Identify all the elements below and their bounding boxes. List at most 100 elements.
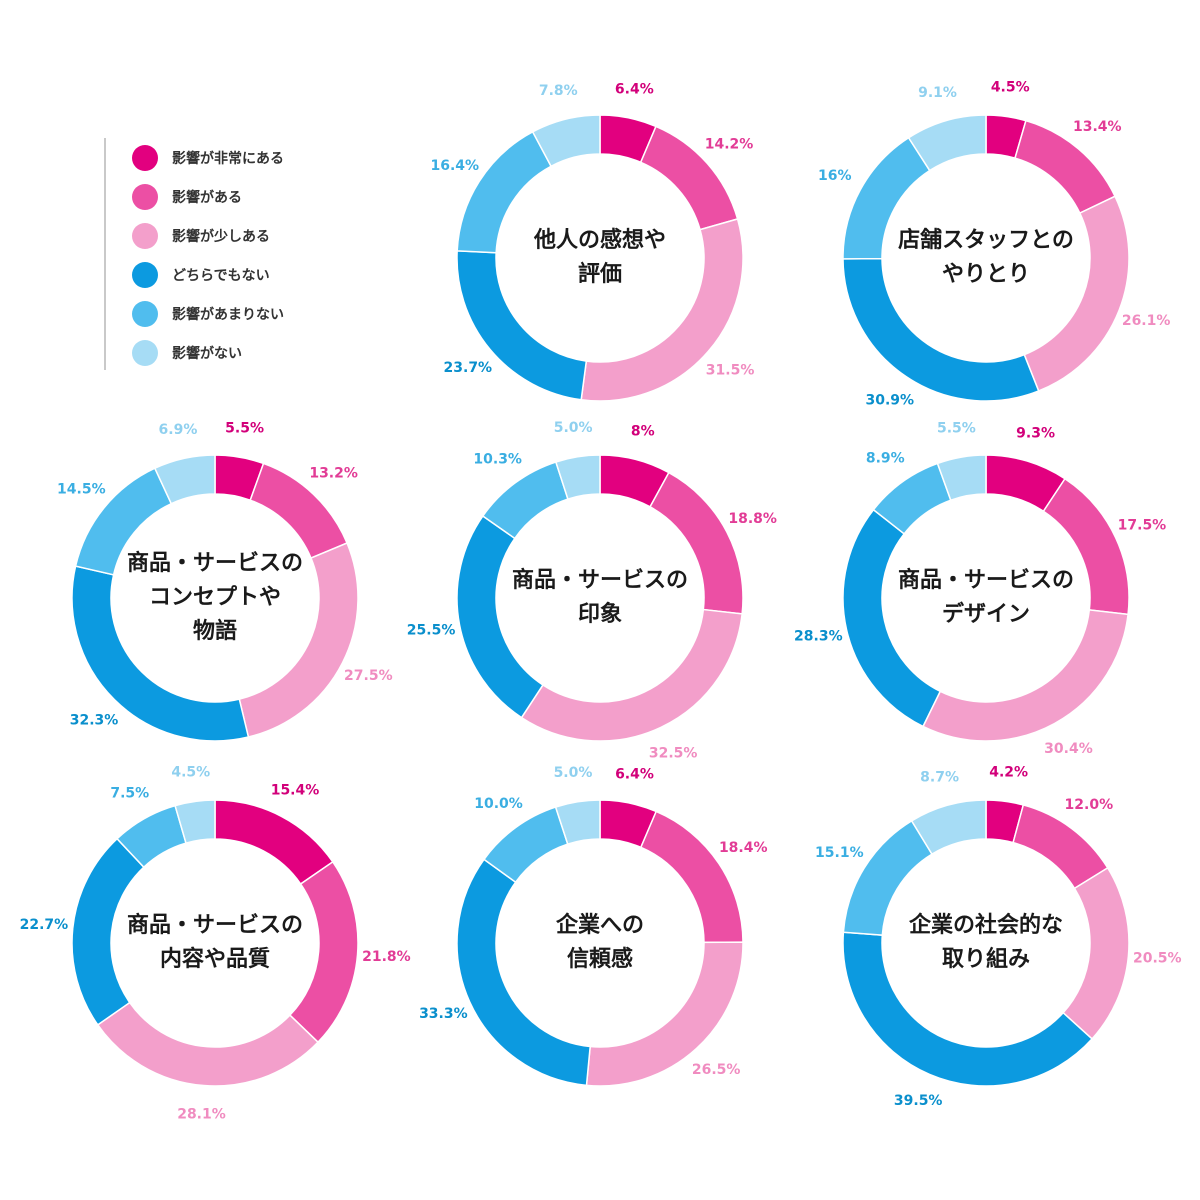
slice-value-label: 7.8% [539, 83, 578, 99]
legend-item: どちらでもない [132, 255, 284, 294]
slice-value-label: 23.7% [444, 360, 493, 376]
slice-value-label: 25.5% [407, 622, 456, 638]
donut-slice [456, 514, 544, 719]
slice-value-label: 15.4% [271, 783, 320, 799]
slice-value-label: 6.4% [615, 81, 654, 97]
chart-title: コンセプトや [149, 585, 281, 610]
chart-title: やりとり [942, 262, 1030, 287]
legend-label: 影響があまりない [172, 306, 284, 323]
legend-label: どちらでもない [172, 267, 270, 284]
legend-item: 影響が少しある [132, 216, 284, 255]
slice-value-label: 21.8% [362, 949, 411, 965]
chart-title: 内容や品質 [160, 946, 270, 972]
slice-value-label: 22.7% [20, 917, 69, 933]
slice-value-label: 4.2% [989, 764, 1028, 780]
donut-slice [1042, 477, 1130, 616]
legend: 影響が非常にある 影響がある 影響が少しある どちらでもない 影響があまりない … [104, 138, 284, 370]
donut-slice [531, 114, 601, 168]
donut-chart: 5.5% 13.2% 27.5% 32.3% 14.5% 6.9% 商品・サービスのコンセプ… [57, 421, 393, 742]
chart-title: 商品・サービスの [127, 912, 303, 938]
donut-slice [842, 931, 1094, 1087]
slice-value-label: 30.9% [865, 393, 914, 409]
slice-value-label: 9.1% [918, 85, 957, 101]
donut-slice [71, 565, 250, 742]
slice-value-label: 7.5% [110, 786, 149, 802]
slice-value-label: 9.3% [1016, 425, 1055, 441]
slice-value-label: 14.2% [705, 136, 754, 152]
slice-value-label: 10.0% [474, 796, 523, 812]
donut-slice [214, 799, 334, 886]
chart-title: 店舗スタッフとの [898, 227, 1074, 253]
donut-slice [842, 508, 942, 728]
chart-title: 商品・サービスの [898, 567, 1074, 593]
slice-value-label: 10.3% [473, 452, 522, 468]
slice-value-label: 18.4% [719, 840, 768, 856]
donut-slice [922, 609, 1129, 742]
legend-label: 影響が非常にある [172, 150, 284, 167]
donut-slice [288, 860, 359, 1044]
chart-title: 印象 [578, 601, 622, 627]
slice-value-label: 8.7% [920, 769, 959, 785]
chart-title: 商品・サービスの [512, 567, 688, 593]
slice-value-label: 4.5% [171, 765, 210, 781]
donut-slice [96, 1001, 320, 1087]
donut-slice [910, 799, 987, 856]
slice-value-label: 28.3% [794, 628, 843, 644]
slice-value-label: 32.5% [649, 746, 698, 762]
slice-value-label: 16.4% [430, 158, 479, 174]
slice-value-label: 5.5% [937, 421, 976, 437]
donut-slice [554, 454, 601, 501]
legend-item: 影響があまりない [132, 294, 284, 333]
slice-value-label: 13.2% [309, 465, 358, 481]
donut-slice [936, 454, 987, 502]
chart-title: 企業の社会的な [908, 912, 1063, 938]
donut-chart: 15.4% 21.8% 28.1% 22.7% 7.5% 4.5% 商品・サービスの内容や品… [20, 765, 411, 1123]
slice-value-label: 26.5% [692, 1062, 741, 1078]
slice-value-label: 14.5% [57, 482, 106, 498]
slice-value-label: 4.5% [991, 80, 1030, 96]
donut-slice [520, 608, 743, 742]
chart-title: 物語 [193, 618, 237, 644]
legend-label: 影響がない [172, 345, 242, 362]
legend-swatch [132, 222, 158, 249]
legend-label: 影響が少しある [172, 228, 270, 245]
donut-slice [639, 810, 744, 944]
slice-value-label: 31.5% [706, 363, 755, 379]
donut-slice [1062, 866, 1130, 1040]
chart-title: 信頼感 [567, 946, 633, 972]
slice-value-label: 6.4% [615, 766, 654, 782]
donut-slice [456, 250, 588, 401]
slice-value-label: 5.5% [225, 421, 264, 437]
slice-value-label: 15.1% [815, 845, 864, 861]
slice-value-label: 18.8% [728, 511, 777, 527]
chart-title: 取り組み [942, 946, 1030, 972]
donut-slice [554, 799, 601, 846]
slice-value-label: 6.9% [159, 422, 198, 438]
legend-item: 影響がない [132, 333, 284, 372]
legend-swatch [132, 300, 158, 327]
legend-swatch [132, 144, 158, 171]
slice-value-label: 20.5% [1133, 951, 1182, 967]
donut-slice [456, 858, 591, 1087]
chart-title: 他人の感想や [533, 227, 666, 253]
legend-swatch [132, 183, 158, 210]
slice-value-label: 8% [631, 423, 655, 439]
slice-value-label: 27.5% [344, 668, 393, 684]
donut-slice [174, 799, 216, 845]
legend-item: 影響がある [132, 177, 284, 216]
legend-swatch [132, 339, 158, 366]
slice-value-label: 28.1% [177, 1106, 226, 1122]
slice-value-label: 16% [818, 168, 852, 184]
slice-value-label: 5.0% [554, 765, 593, 781]
slice-value-label: 39.5% [894, 1093, 943, 1109]
donut-slice [153, 454, 216, 505]
legend-label: 影響がある [172, 189, 242, 206]
donut-slice [907, 114, 987, 172]
chart-title: 商品・サービスの [127, 550, 303, 576]
